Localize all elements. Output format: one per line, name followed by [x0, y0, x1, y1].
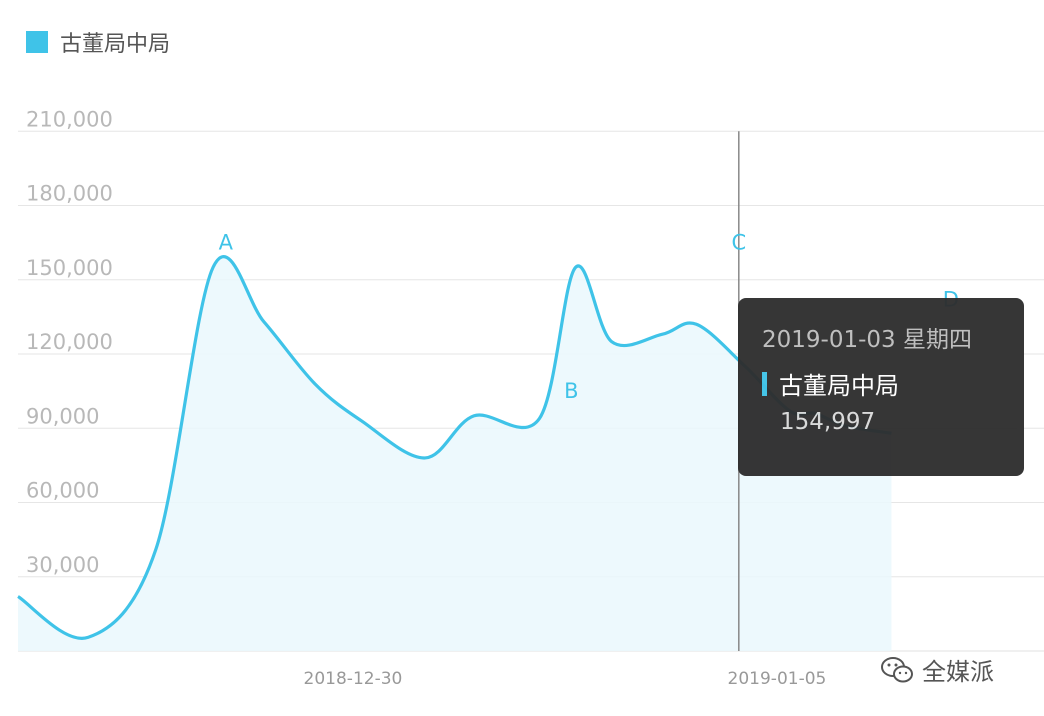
- series-area: [18, 256, 892, 651]
- y-tick-label: 90,000: [26, 404, 99, 428]
- y-tick-label: 180,000: [26, 182, 113, 206]
- x-tick-label: 2019-01-05: [728, 669, 827, 689]
- legend[interactable]: 古董局中局: [26, 28, 171, 57]
- watermark: 全媒派: [880, 652, 994, 687]
- annotation-label: C: [731, 230, 746, 254]
- tooltip-value: 154,997: [780, 409, 876, 435]
- y-axis-ticks: 30,000 60,000 90,000 120,000 150,000 180,000 2…: [26, 107, 113, 577]
- annotation-label: A: [219, 230, 234, 254]
- tooltip-series-row: 古董局中局: [762, 366, 1000, 401]
- wechat-icon: [881, 656, 913, 682]
- x-tick-label: 2018-12-30: [304, 669, 403, 689]
- y-tick-label: 210,000: [26, 107, 113, 131]
- x-axis-ticks: 2018-12-30 2019-01-05: [304, 669, 827, 689]
- y-tick-label: 150,000: [26, 256, 113, 280]
- y-tick-label: 60,000: [26, 479, 99, 503]
- tooltip-series-marker: [762, 371, 767, 396]
- y-tick-label: 120,000: [26, 330, 113, 354]
- area-fill: [18, 256, 892, 651]
- annotation-label: B: [564, 379, 578, 403]
- legend-swatch: [26, 31, 48, 53]
- tooltip-date: 2019-01-03 星期四: [762, 327, 972, 353]
- tooltip-series-name: 古董局中局: [779, 372, 899, 400]
- watermark-text: 全媒派: [922, 658, 994, 686]
- y-tick-label: 30,000: [26, 553, 99, 577]
- legend-label: 古董局中局: [60, 32, 171, 57]
- tooltip: 2019-01-03 星期四 古董局中局 154,997: [738, 298, 1024, 476]
